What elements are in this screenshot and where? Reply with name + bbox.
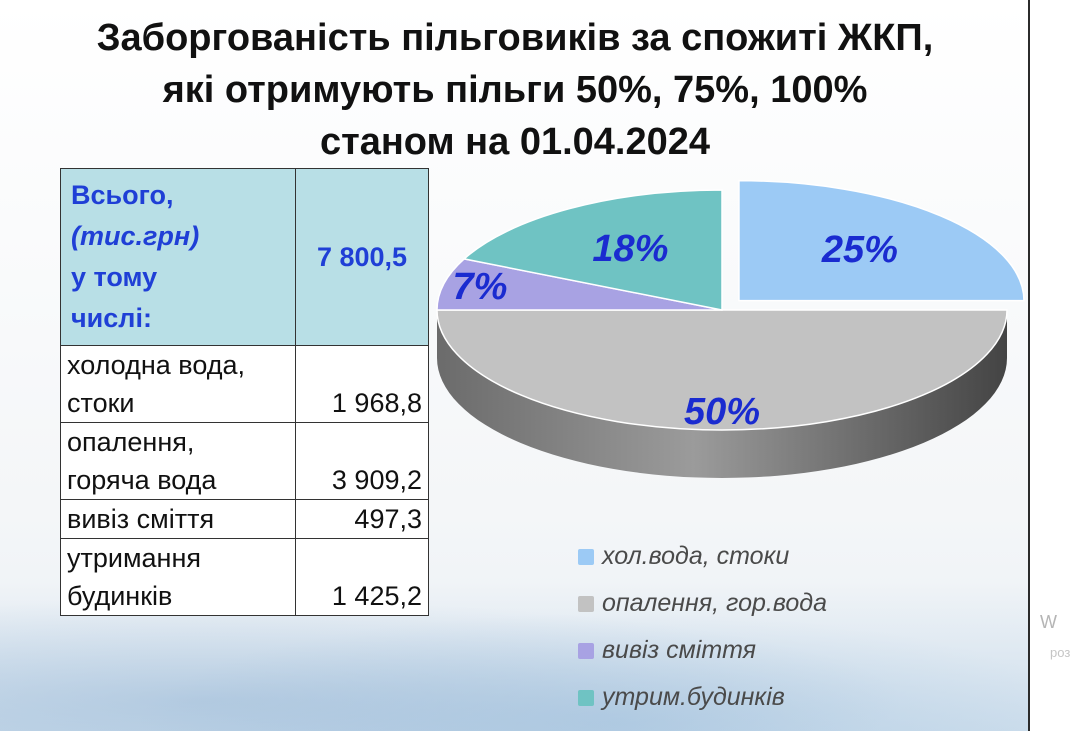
row-label-line-1: вивіз сміття bbox=[67, 504, 215, 534]
watermark-subtext: роз bbox=[1050, 645, 1071, 660]
legend-swatch bbox=[578, 642, 594, 659]
legend-label: вивіз сміття bbox=[602, 636, 757, 664]
row-value: 3 909,2 bbox=[295, 422, 429, 500]
pie-slice-1 bbox=[436, 309, 1008, 431]
table-row: утримання будинків 1 425,2 bbox=[60, 538, 429, 616]
row-value: 1 968,8 bbox=[295, 345, 429, 423]
pie-slice-3 bbox=[462, 189, 723, 311]
chart-title: Заборгованість пільговиків за спожиті ЖК… bbox=[40, 12, 990, 168]
legend-swatch bbox=[578, 689, 594, 706]
total-value: 7 800,5 bbox=[295, 168, 429, 346]
legend-item: хол.вода, стоки bbox=[578, 533, 827, 580]
row-label: вивіз сміття bbox=[60, 499, 296, 539]
title-line-3: станом на 01.04.2024 bbox=[319, 121, 711, 163]
title-line-1: Заборгованість пільговиків за спожиті ЖК… bbox=[96, 17, 934, 59]
row-label-line-1: опалення, bbox=[67, 427, 195, 457]
chart-legend: хол.вода, стоки опалення, гор.вода вивіз… bbox=[578, 533, 827, 721]
pie-data-label-1: 50% bbox=[684, 391, 760, 433]
legend-item: вивіз сміття bbox=[578, 627, 827, 674]
row-label: утримання будинків bbox=[60, 538, 296, 616]
slide: Заборгованість пільговиків за спожиті ЖК… bbox=[0, 0, 1030, 731]
legend-swatch bbox=[578, 595, 594, 612]
total-label-line-1: Всього, bbox=[71, 180, 174, 210]
pie-data-label-0: 25% bbox=[821, 229, 898, 271]
watermark-text: W bbox=[1040, 612, 1057, 632]
row-label-line-2: стоки bbox=[67, 388, 135, 418]
legend-item: опалення, гор.вода bbox=[578, 580, 827, 627]
pie-data-label-3: 18% bbox=[592, 228, 668, 270]
legend-item: утрим.будинків bbox=[578, 674, 827, 721]
total-label-line-4: числі: bbox=[71, 303, 152, 333]
legend-swatch bbox=[578, 548, 594, 565]
table-row: опалення, горяча вода 3 909,2 bbox=[60, 422, 429, 500]
total-unit: (тис.грн) bbox=[71, 221, 200, 251]
pie-slice-2 bbox=[436, 258, 723, 311]
row-label-line-1: утримання bbox=[67, 543, 201, 573]
row-label: опалення, горяча вода bbox=[60, 422, 296, 500]
legend-label: опалення, гор.вода bbox=[602, 589, 827, 617]
row-value: 1 425,2 bbox=[295, 538, 429, 616]
total-label-line-3: у тому bbox=[71, 262, 158, 292]
title-line-2: які отримують пільги 50%, 75%, 100% bbox=[162, 69, 868, 111]
row-label-line-2: будинків bbox=[67, 581, 173, 611]
pie-data-label-2: 7% bbox=[453, 266, 508, 308]
legend-label: хол.вода, стоки bbox=[602, 542, 790, 570]
debt-table: Всього, (тис.грн) у тому числі: 7 800,5 … bbox=[60, 168, 429, 616]
pie-side-1 bbox=[437, 310, 1007, 478]
row-label: холодна вода, стоки bbox=[60, 345, 296, 423]
table-row: холодна вода, стоки 1 968,8 bbox=[60, 345, 429, 423]
row-label-line-2: горяча вода bbox=[67, 465, 217, 495]
table-row: вивіз сміття 497,3 bbox=[60, 499, 429, 539]
table-row-total: Всього, (тис.грн) у тому числі: 7 800,5 bbox=[60, 168, 429, 346]
row-value: 497,3 bbox=[295, 499, 429, 539]
row-label-line-1: холодна вода, bbox=[67, 350, 246, 380]
pie-slice-0 bbox=[738, 179, 1025, 302]
total-label-cell: Всього, (тис.грн) у тому числі: bbox=[60, 168, 296, 346]
legend-label: утрим.будинків bbox=[602, 683, 785, 711]
pie-chart: 25% 50% 7% 18% bbox=[436, 179, 1025, 478]
